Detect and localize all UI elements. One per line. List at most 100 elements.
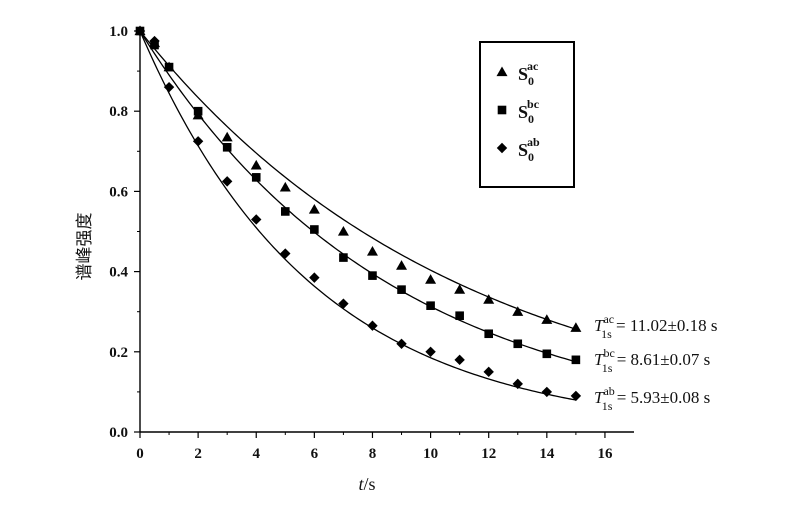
point-ac	[483, 294, 495, 304]
point-ac	[454, 284, 466, 294]
x-axis-title-var: t	[358, 474, 364, 494]
x-tick-label: 4	[252, 446, 260, 462]
axes: 0 2 4 6 8 10 12 14 16 0.0 0.2 0.4 0.6 0.8 1.0 t/s 谱峰强度	[75, 24, 634, 494]
point-ab	[163, 81, 175, 93]
legend-label-sup: ac	[527, 59, 539, 73]
point-bc	[280, 207, 290, 216]
point-ab	[221, 176, 233, 187]
point-ac	[570, 322, 582, 332]
fit-curve-ac	[139, 30, 577, 330]
point-bc	[484, 329, 494, 339]
data-points	[134, 25, 582, 402]
fit-label-ac: Tac 1s = 11.02±0.18 s	[594, 312, 717, 341]
point-ab	[338, 298, 349, 309]
y-axis-title: 谱峰强度	[75, 213, 95, 281]
y-tick-label: 1.0	[109, 24, 128, 40]
legend-label-sub: 0	[528, 112, 534, 126]
point-ac	[396, 260, 408, 270]
fit-label-symbol: T	[594, 350, 605, 369]
legend-marker-ac	[496, 66, 508, 77]
fit-label-value: = 8.61±0.07 s	[612, 350, 710, 369]
x-tick-label: 8	[369, 446, 377, 462]
legend-label-sub: 0	[528, 74, 534, 88]
x-axis-title: t/s	[358, 474, 375, 494]
fit-label-sub: 1s	[602, 399, 613, 413]
point-bc	[193, 106, 203, 116]
point-bc	[426, 301, 435, 310]
x-tick-label: 2	[194, 446, 202, 462]
point-ab	[425, 346, 436, 357]
y-tick-label: 0.6	[109, 184, 128, 200]
point-ab	[149, 35, 160, 47]
point-ab	[134, 25, 146, 37]
legend-label-bc: S0bc	[518, 97, 540, 126]
point-ac	[512, 306, 524, 316]
fit-label-value: = 11.02±0.18 s	[612, 316, 718, 335]
point-bc	[542, 349, 552, 359]
point-bc	[571, 355, 581, 365]
legend-label-base: S	[518, 140, 528, 160]
fit-label-sub: 1s	[602, 361, 613, 375]
fit-curve-bc	[139, 30, 577, 363]
point-ac	[279, 181, 291, 192]
point-ac	[250, 159, 262, 170]
x-tick-label: 6	[311, 446, 319, 462]
point-ac	[308, 203, 320, 214]
fit-label-symbol: T	[594, 316, 605, 335]
x-tick-label: 14	[539, 446, 555, 462]
y-tick-label: 0.8	[109, 104, 128, 120]
legend-label-sup: bc	[527, 97, 540, 111]
y-tick-label: 0.0	[109, 425, 128, 441]
fit-label-ab: Tab 1s = 5.93±0.08 s	[594, 384, 710, 413]
point-ab	[280, 248, 291, 259]
fit-curve-ab	[139, 30, 576, 401]
point-ab	[367, 320, 378, 331]
point-bc	[164, 62, 174, 72]
point-ac	[425, 274, 437, 284]
legend-label-sup: ab	[527, 135, 540, 149]
point-ab	[541, 386, 553, 398]
fit-curves	[139, 30, 577, 401]
legend-box	[479, 41, 575, 188]
fit-label-sup: bc	[603, 346, 614, 360]
legend-label-base: S	[518, 64, 528, 84]
point-bc	[339, 253, 348, 262]
fit-label-sup: ab	[603, 384, 614, 398]
legend-marker-ab	[496, 142, 508, 154]
point-ab	[512, 378, 523, 390]
x-tick-label: 10	[423, 446, 438, 462]
point-bc	[222, 142, 232, 152]
x-tick-label: 12	[481, 446, 496, 462]
legend-label-ab: S0ab	[518, 135, 540, 164]
fit-label-symbol: T	[594, 388, 605, 407]
fit-label-bc: Tbc 1s = 8.61±0.07 s	[594, 346, 710, 375]
point-ab	[192, 136, 204, 147]
point-bc	[513, 339, 523, 349]
legend-marker-bc	[497, 105, 507, 115]
point-ab	[570, 390, 582, 402]
fit-label-sub: 1s	[601, 327, 612, 341]
fit-label-sup: ac	[603, 312, 614, 326]
point-ab	[483, 366, 494, 378]
x-axis-title-unit: /s	[364, 474, 376, 494]
point-bc	[251, 173, 261, 182]
y-tick-label: 0.4	[109, 265, 128, 281]
point-ab	[454, 354, 465, 366]
point-ac	[221, 131, 233, 142]
point-ac	[541, 314, 553, 324]
point-bc	[368, 271, 377, 280]
x-tick-label: 16	[597, 446, 613, 462]
y-tick-label: 0.2	[109, 345, 128, 361]
point-bc	[397, 285, 406, 294]
point-ab	[251, 214, 262, 225]
fit-label-value: = 5.93±0.08 s	[612, 388, 710, 407]
point-ab	[309, 272, 320, 283]
x-tick-label: 0	[136, 446, 144, 462]
point-bc	[455, 311, 464, 321]
legend-label-ac: S0ac	[518, 59, 539, 88]
point-ac	[337, 226, 349, 236]
legend-label-sub: 0	[528, 150, 534, 164]
